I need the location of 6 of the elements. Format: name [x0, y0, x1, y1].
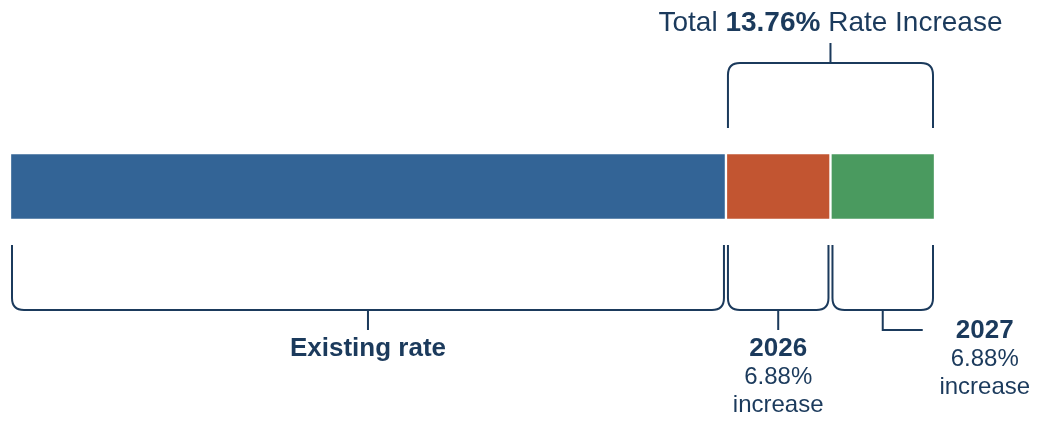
text: 6.88% increase	[938, 344, 1032, 400]
text: 6.88% increase	[731, 362, 825, 418]
text: Total 13.76% Rate Increase	[658, 6, 1003, 37]
text: 2026	[748, 332, 809, 362]
text: Existing rate	[289, 332, 447, 362]
text: 2027	[954, 314, 1015, 344]
